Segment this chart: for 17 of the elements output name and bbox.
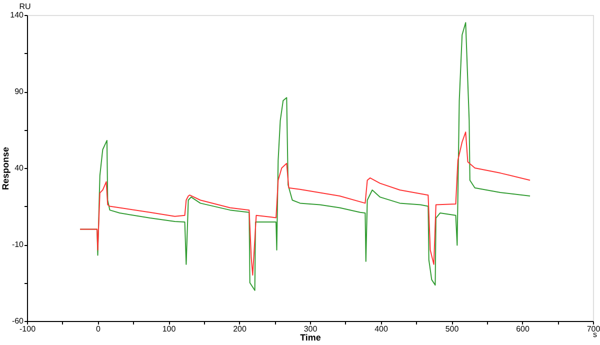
x-tick-label: 200 bbox=[233, 324, 247, 334]
text: RU bbox=[19, 2, 31, 11]
line-series bbox=[80, 132, 531, 276]
y-axis-title: Response bbox=[0, 146, 10, 190]
y-tick-label: -60 bbox=[12, 316, 24, 326]
x-tick-label: -100 bbox=[19, 324, 36, 334]
x-tick-label: 300 bbox=[304, 324, 318, 334]
y-tick-label: 140 bbox=[10, 10, 24, 20]
x-tick-label: 600 bbox=[516, 324, 530, 334]
x-tick-label: 100 bbox=[162, 324, 176, 334]
x-tick-label: 0 bbox=[96, 324, 102, 334]
x-tick-label: 400 bbox=[374, 324, 388, 334]
x-tick-label: 500 bbox=[445, 324, 460, 334]
x-axis-title: Time bbox=[300, 332, 321, 342]
y-tick-label: -10 bbox=[12, 240, 24, 249]
y-tick-label: 40 bbox=[14, 164, 24, 172]
y-tick-label: 90 bbox=[14, 87, 24, 96]
